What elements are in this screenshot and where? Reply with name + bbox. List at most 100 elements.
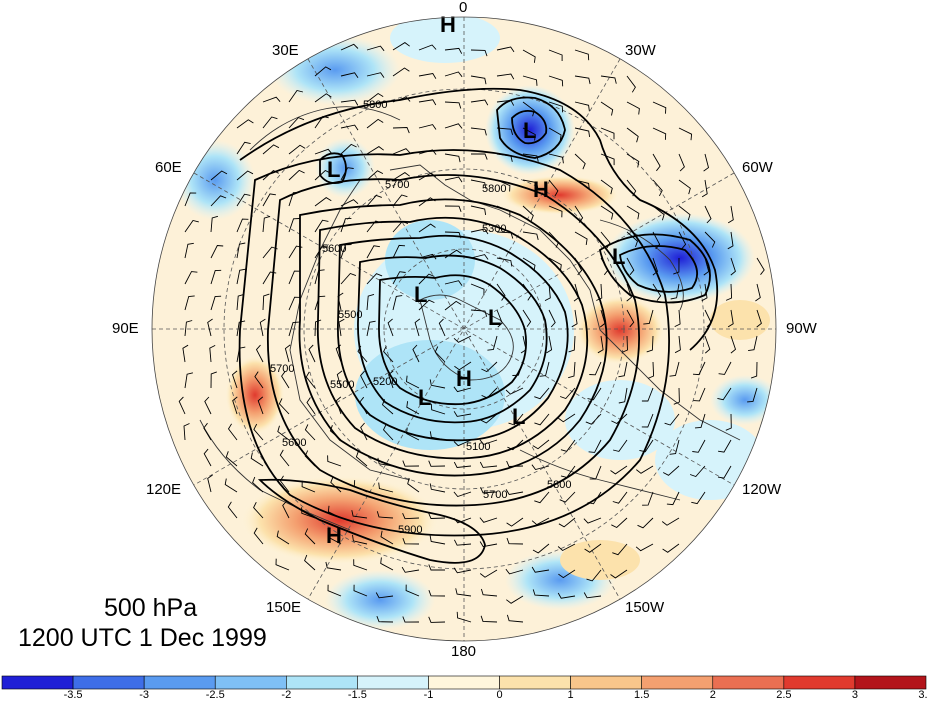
wind-barb	[366, 293, 375, 311]
wind-barb	[380, 530, 394, 545]
wind-barb	[496, 153, 513, 162]
wind-barb	[574, 257, 583, 276]
wind-barb	[673, 257, 680, 275]
contour-label: 5600	[322, 243, 346, 255]
wind-barb	[340, 143, 357, 155]
wind-barb	[673, 387, 680, 405]
wind-barb	[366, 118, 384, 129]
wind-barb	[225, 451, 238, 467]
wind-barb	[207, 318, 213, 337]
wind-barb	[236, 320, 246, 337]
wind-barb	[453, 439, 472, 447]
contour-label: 5800	[363, 99, 387, 111]
wind-barb	[418, 73, 437, 79]
height-contours	[238, 87, 719, 564]
wind-barb	[444, 249, 462, 259]
wind-barb	[755, 283, 761, 302]
title-level: 500 hPa	[104, 594, 198, 622]
wind-barb	[470, 75, 487, 85]
wind-barb	[756, 309, 762, 328]
wind-barb	[353, 559, 368, 571]
wind-barb	[626, 231, 639, 248]
wind-barb	[471, 153, 488, 160]
wind-barb	[730, 257, 736, 276]
wind-barb	[325, 561, 342, 571]
wind-barb	[718, 439, 732, 453]
wind-barb	[203, 422, 212, 441]
wind-barb	[748, 335, 758, 352]
low-center: L	[488, 305, 501, 330]
wind-barb	[262, 271, 277, 285]
wind-barb	[574, 49, 590, 61]
wind-barb	[674, 335, 681, 354]
wind-barb	[210, 269, 222, 285]
lon-label-90e: 90E	[112, 320, 139, 337]
colorbar-tick-label: -2	[281, 689, 292, 701]
wind-barb	[610, 569, 628, 579]
wind-barb	[730, 335, 737, 354]
wind-barb	[203, 448, 212, 467]
wind-barb	[340, 217, 352, 233]
contour-label: 5800	[482, 183, 506, 195]
wind-barb	[444, 101, 462, 109]
wind-barb	[456, 611, 472, 623]
wind-barb	[353, 480, 368, 493]
colorbar-bin	[854, 675, 927, 690]
wind-barb	[377, 457, 394, 467]
colorbar-bin	[143, 675, 216, 690]
wind-barb	[444, 123, 463, 129]
wind-barb	[388, 370, 394, 389]
wind-barb	[184, 242, 194, 259]
colorbar-bin	[286, 675, 358, 690]
wind-barb	[573, 283, 580, 302]
wind-barb	[626, 179, 637, 197]
wind-barb	[406, 375, 420, 389]
wind-barb	[618, 361, 628, 378]
wind-barb	[340, 272, 357, 285]
wind-barb	[288, 191, 300, 207]
wind-barb	[454, 361, 472, 371]
wind-barb	[304, 424, 316, 441]
wind-barb	[662, 465, 680, 476]
wind-barb	[453, 539, 472, 546]
wind-barb	[430, 403, 446, 415]
wind-barb	[236, 293, 245, 311]
wind-barb	[508, 413, 524, 426]
wind-barb	[392, 172, 410, 181]
wind-barb	[383, 345, 394, 363]
wind-barb	[718, 361, 732, 375]
wind-barb	[340, 244, 352, 259]
low-center: L	[418, 385, 431, 410]
wind-barb	[727, 231, 734, 250]
wind-barb	[574, 231, 588, 245]
wind-barb	[210, 295, 222, 311]
wind-barb	[353, 584, 368, 597]
low-center: L	[612, 244, 625, 269]
pressure-centers: H L L H L L L H L L H	[326, 12, 625, 548]
wind-barb	[548, 153, 564, 164]
colorbar-tick-label: -1.5	[347, 689, 367, 701]
lon-label-60w: 60W	[742, 159, 773, 176]
wind-barb	[401, 566, 420, 573]
wind-barb	[496, 257, 513, 267]
wind-barb	[664, 413, 680, 426]
wind-barb	[531, 566, 550, 573]
wind-barb	[444, 205, 462, 212]
wind-barb	[470, 127, 487, 136]
wind-barb	[584, 543, 602, 553]
wind-barb	[612, 543, 628, 556]
wind-barb	[574, 101, 590, 112]
wind-barb	[626, 75, 636, 93]
wind-barb	[600, 153, 615, 166]
wind-barb	[666, 491, 680, 506]
wind-barb	[610, 465, 628, 475]
wind-barb	[678, 231, 687, 250]
wind-barb	[704, 335, 711, 354]
wind-barb	[652, 127, 667, 140]
wind-barb	[534, 413, 550, 426]
wind-barb	[314, 245, 329, 259]
wind-barb	[522, 153, 539, 162]
wind-barb	[479, 541, 498, 548]
wind-barb	[496, 283, 506, 301]
wind-barb	[479, 461, 498, 468]
